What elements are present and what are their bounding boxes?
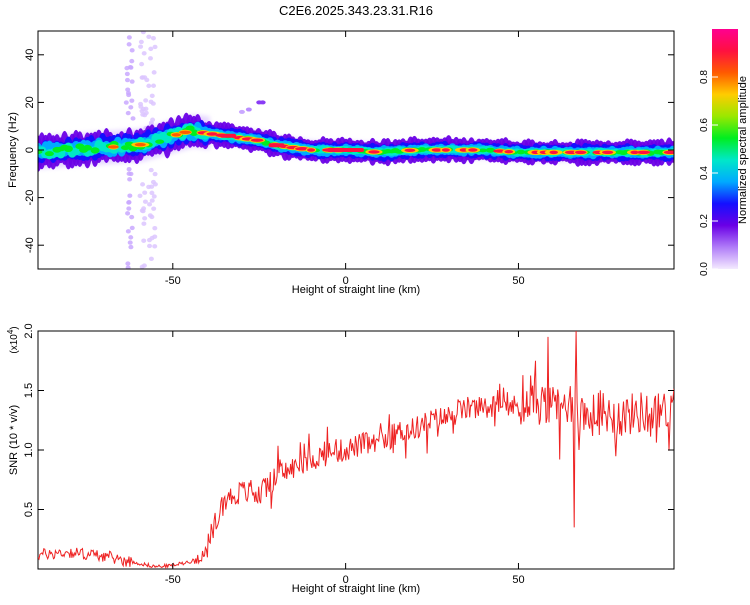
colorbar-tick-label: 0.0 [699, 262, 710, 276]
colorbar-tick-label: 0.6 [699, 118, 710, 132]
x-tick-label: 0 [343, 275, 349, 287]
snr-series-line [38, 331, 674, 569]
colorbar-tick-label: 0.8 [699, 70, 710, 84]
scale-note-close: ) [9, 326, 20, 329]
y-tick-label: 0 [24, 147, 36, 153]
spectrogram-image [38, 31, 674, 269]
y-tick-label: -20 [24, 190, 36, 206]
y-tick-label: -40 [24, 237, 36, 253]
snr-y-label: SNR (10 * v/v) [8, 405, 20, 475]
colorbar-tick-label: 0.2 [699, 214, 710, 228]
spectrogram-x-label: Height of straight line (km) [292, 284, 420, 296]
x-tick-label: 0 [343, 574, 349, 586]
snr-panel: -50 0 50 0.5 1.0 1.5 2.0 Height of straight l… [6, 323, 675, 595]
colorbar-ticks: 0.0 0.2 0.4 0.6 0.8 [699, 70, 718, 276]
svg-text:(x104): (x104) [6, 326, 20, 353]
spectrogram-scatter [123, 31, 266, 269]
y-tick-label: 1.0 [23, 442, 35, 457]
snr-scale-note: (x104) [6, 326, 20, 353]
colorbar-tick-label: 0.4 [699, 166, 710, 180]
scale-note-base: (x10 [9, 334, 20, 354]
spectrogram-panel: -50 0 50 -40 -20 0 20 40 Height of straight li… [7, 30, 675, 296]
spectrogram-y-label: Frequency (Hz) [7, 112, 19, 188]
spectrogram-x-ticks: -50 0 50 [165, 31, 525, 287]
colorbar-label: Normalized spectral amplitude [737, 76, 749, 224]
y-tick-label: 1.5 [23, 383, 35, 398]
snr-y-ticks: 0.5 1.0 1.5 2.0 [23, 323, 674, 517]
x-tick-label: 50 [512, 275, 524, 287]
y-tick-label: 2.0 [23, 323, 35, 338]
x-tick-label: -50 [165, 275, 181, 287]
x-tick-label: 50 [512, 574, 524, 586]
y-tick-label: 40 [24, 49, 36, 61]
spectrogram-y-ticks: -40 -20 0 20 40 [24, 49, 674, 253]
x-tick-label: -50 [165, 574, 181, 586]
colorbar: 0.0 0.2 0.4 0.6 0.8 Normalized spectral ampl… [699, 29, 749, 276]
page-title: C2E6.2025.343.23.31.R16 [279, 3, 433, 18]
y-tick-label: 0.5 [23, 502, 35, 517]
snr-x-label: Height of straight line (km) [292, 583, 420, 595]
scale-note-exponent: 4 [6, 329, 15, 334]
colorbar-gradient [712, 29, 738, 269]
spectrogram-hotspots [107, 129, 674, 155]
snr-x-ticks: -50 0 50 [165, 331, 525, 586]
y-tick-label: 20 [24, 96, 36, 108]
